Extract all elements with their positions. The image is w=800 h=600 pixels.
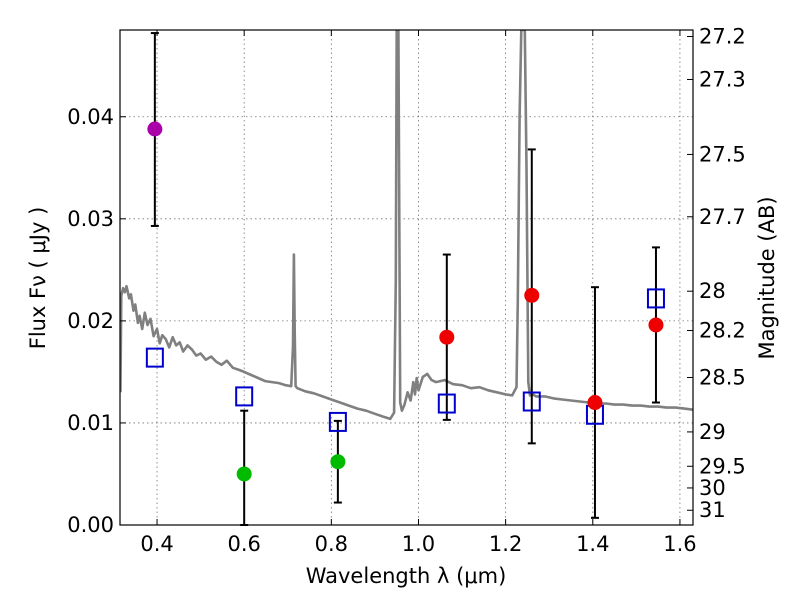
observed-point-green: [330, 454, 346, 470]
magnitude-axis-title: Magnitude (AB): [755, 196, 779, 359]
x-tick-label: 1.2: [489, 532, 522, 556]
model-band-flux-markers: [145, 288, 665, 432]
model-spectrum-line: [120, 30, 693, 421]
y-tick-label: 0.00: [67, 513, 114, 537]
model-flux-square: [646, 288, 665, 309]
grid-lines: [120, 30, 693, 526]
magnitude-tick-label: 30: [699, 476, 726, 500]
observed-flux-markers: [147, 121, 664, 482]
x-tick-label: 0.8: [315, 532, 348, 556]
magnitude-tick-label: 27.3: [699, 67, 746, 91]
error-bars: [150, 32, 660, 526]
magnitude-tick-label: 27.5: [699, 142, 746, 166]
model-flux-square: [522, 391, 541, 412]
y-tick-label: 0.04: [67, 105, 114, 129]
observed-point-purple: [147, 121, 163, 137]
x-axis-title: Wavelength λ (μm): [306, 564, 507, 588]
magnitude-tick-label: 28.2: [699, 319, 746, 343]
y-tick-label: 0.03: [67, 207, 114, 231]
model-spectrum-layer: [120, 30, 693, 421]
model-flux-square: [235, 386, 254, 407]
observed-point-green: [236, 466, 252, 482]
observed-point-red: [648, 317, 664, 333]
magnitude-tick-label: 29.5: [699, 454, 746, 478]
plot-frame: [119, 29, 694, 526]
axis-ticks: 0.4 0.6 0.8 1.0 1.2 1.4 1.6 0.00 0.01 0.02 0.03 0.0…: [67, 25, 746, 556]
model-flux-square: [145, 347, 164, 368]
model-flux-square: [328, 411, 347, 432]
y-tick-label: 0.02: [67, 309, 114, 333]
y-axis-title: Flux Fν ( μJy ): [26, 207, 50, 350]
x-tick-label: 1.0: [402, 532, 435, 556]
x-tick-label: 1.6: [663, 532, 696, 556]
magnitude-tick-label: 28: [699, 279, 726, 303]
magnitude-tick-label: 27.2: [699, 25, 746, 49]
x-tick-label: 1.4: [576, 532, 609, 556]
observed-point-red: [587, 395, 603, 411]
magnitude-tick-label: 28.5: [699, 365, 746, 389]
magnitude-tick-label: 27.7: [699, 205, 746, 229]
observed-point-red: [439, 329, 455, 345]
magnitude-tick-label: 31: [699, 498, 726, 522]
model-flux-square: [437, 393, 456, 414]
x-tick-label: 0.4: [140, 532, 173, 556]
y-tick-label: 0.01: [67, 411, 114, 435]
magnitude-tick-label: 29: [699, 420, 726, 444]
observed-point-red: [524, 287, 540, 303]
x-tick-label: 0.6: [227, 532, 260, 556]
